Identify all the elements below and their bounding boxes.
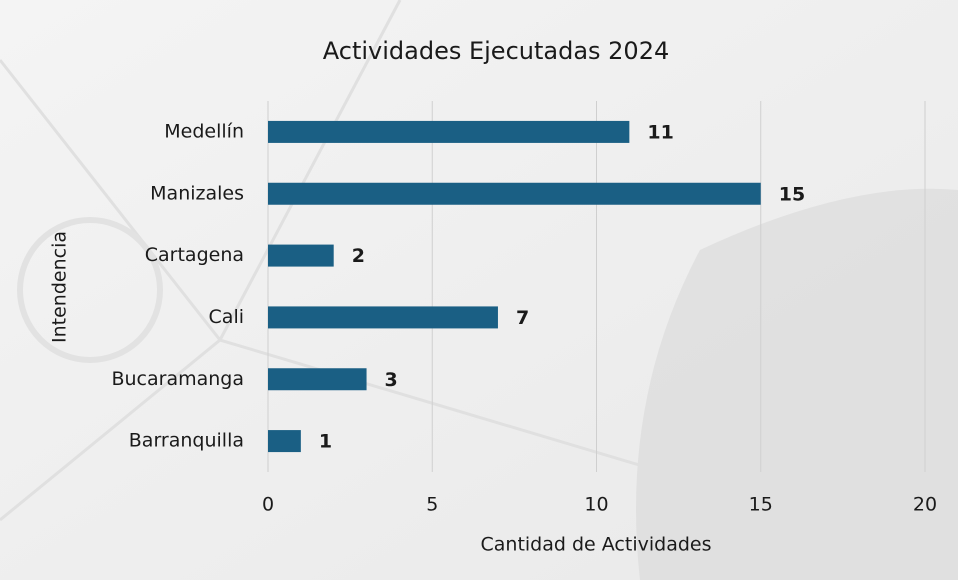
y-tick-label: Barranquilla [129,430,244,452]
x-axis-label: Cantidad de Actividades [481,534,712,556]
x-tick-label: 10 [584,494,608,516]
x-tick-label: 15 [749,494,773,516]
chart-title: Actividades Ejecutadas 2024 [323,37,670,65]
data-label: 2 [352,245,365,267]
data-label: 15 [779,183,805,205]
x-tick-label: 20 [913,494,937,516]
y-tick-label: Cartagena [145,244,244,266]
bar [268,368,367,391]
y-tick-label: Manizales [150,182,244,204]
bar [268,430,301,453]
y-tick-label: Cali [209,306,244,328]
x-tick-label: 0 [262,494,274,516]
decor-circle [17,217,163,363]
data-label: 1 [319,431,332,453]
decor [636,188,958,580]
bar [268,120,630,143]
data-label: 3 [385,369,398,391]
bar [268,182,761,205]
y-axis-label: Intendencia [49,231,71,343]
bar [268,306,498,329]
y-tick-label: Bucaramanga [111,368,244,390]
x-tick-label: 5 [426,494,438,516]
data-label: 7 [516,307,529,329]
data-label: 11 [647,121,673,143]
y-tick-label: Medellín [164,120,244,142]
bar [268,244,334,267]
